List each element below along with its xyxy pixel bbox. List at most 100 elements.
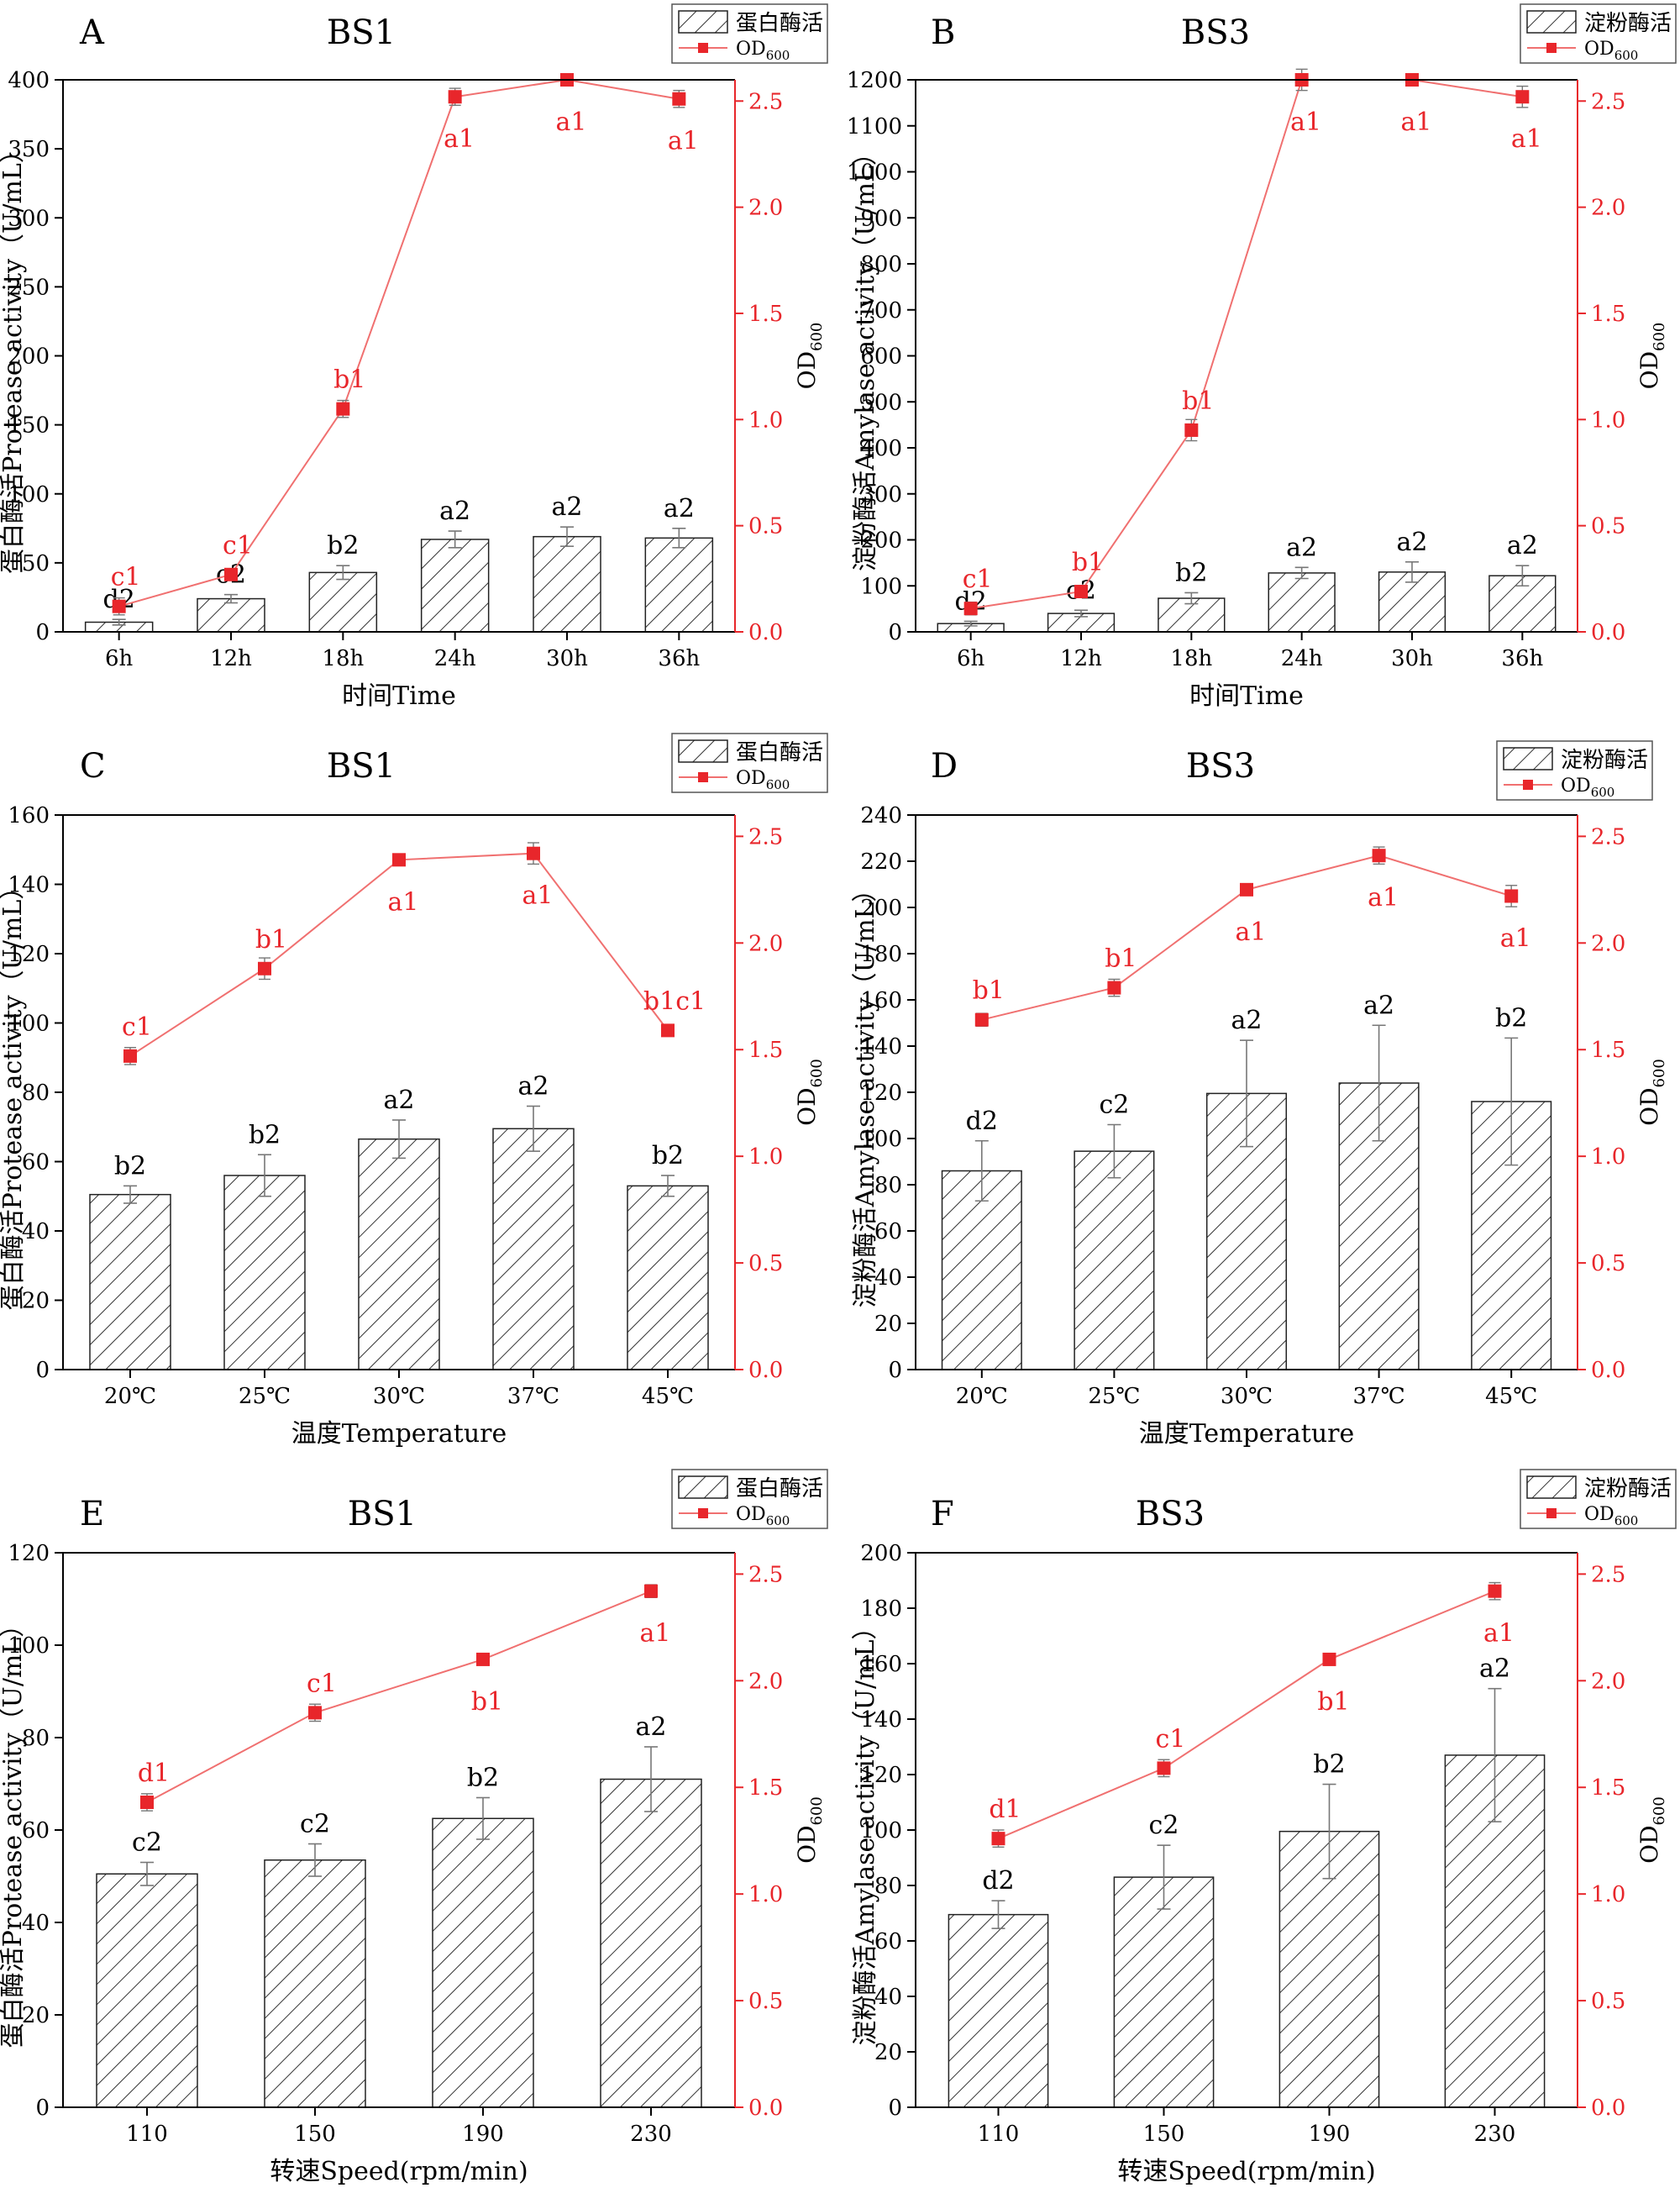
bar-error-bar bbox=[974, 1139, 989, 1202]
bar-error-bar bbox=[224, 593, 238, 604]
y-tick-label: 1200 bbox=[847, 68, 902, 93]
legend-line-label-main: OD bbox=[736, 39, 766, 60]
od600-point bbox=[1184, 423, 1199, 437]
legend-line-label: OD600 bbox=[1584, 1504, 1638, 1528]
y-tick-label: 80 bbox=[874, 1173, 902, 1198]
line-significance-label: d1 bbox=[138, 1759, 170, 1788]
y2-tick-label: 2.5 bbox=[1591, 89, 1625, 114]
panel-title: BS1 bbox=[348, 1495, 417, 1533]
bar bbox=[420, 539, 490, 633]
od600-point bbox=[1372, 849, 1386, 863]
y2-tick-label: 1.0 bbox=[748, 408, 783, 433]
bar-error-bar bbox=[1322, 1783, 1336, 1880]
y2-tick-label: 0.5 bbox=[748, 1251, 783, 1276]
line-significance-label: a1 bbox=[444, 124, 475, 154]
bar-significance-label: d2 bbox=[966, 1107, 998, 1136]
y-tick-label: 100 bbox=[860, 1127, 902, 1152]
legend: 蛋白酶活 OD600 bbox=[671, 733, 828, 793]
line-significance-label: d1 bbox=[989, 1795, 1021, 1824]
y2-axis-title: OD600 bbox=[793, 1059, 826, 1126]
bar bbox=[358, 1138, 440, 1370]
y-tick-label: 400 bbox=[8, 68, 50, 93]
bar bbox=[941, 1170, 1022, 1370]
y2-tick-label: 2.0 bbox=[748, 931, 783, 956]
y2-tick-label: 2.5 bbox=[748, 1562, 783, 1587]
y-tick-label: 120 bbox=[8, 942, 50, 967]
legend-bar-swatch bbox=[678, 739, 728, 763]
line-significance-label: a1 bbox=[388, 887, 419, 917]
legend-bar-swatch bbox=[678, 1475, 728, 1499]
od600-series-line bbox=[146, 1590, 652, 1803]
od600-series-line bbox=[970, 79, 1523, 610]
bar-significance-label: a2 bbox=[518, 1072, 549, 1102]
x-tick-label: 150 bbox=[294, 2122, 336, 2147]
y2-tick-label: 1.5 bbox=[1591, 302, 1625, 327]
y2-tick-label: 1.5 bbox=[1591, 1775, 1625, 1801]
x-tick-label: 30h bbox=[546, 646, 588, 671]
y2-axis-title-sub: 600 bbox=[1651, 1059, 1668, 1087]
y-tick-label: 200 bbox=[860, 896, 902, 921]
y2-axis-title-sub: 600 bbox=[1651, 1796, 1668, 1825]
y2-tick-label: 2.5 bbox=[748, 89, 783, 114]
bar-error-bar bbox=[123, 1185, 137, 1204]
od600-point bbox=[1504, 889, 1519, 903]
legend-line-label-main: OD bbox=[1561, 776, 1591, 797]
legend-bar-label: 淀粉酶活 bbox=[1561, 748, 1648, 773]
panel-label: D bbox=[931, 747, 958, 786]
bar bbox=[197, 597, 265, 633]
bar-significance-label: a2 bbox=[1507, 531, 1538, 560]
y2-tick-label: 2.0 bbox=[748, 196, 783, 221]
x-tick-label: 30℃ bbox=[373, 1384, 425, 1409]
od600-point bbox=[123, 1049, 137, 1063]
line-significance-label: b1 bbox=[255, 925, 287, 955]
bar-significance-label: a2 bbox=[664, 494, 695, 523]
line-significance-label: a1 bbox=[1368, 883, 1399, 912]
od600-point bbox=[1240, 882, 1253, 897]
bar-significance-label: b2 bbox=[1313, 1750, 1345, 1780]
y-tick-label: 220 bbox=[860, 849, 902, 875]
legend-line-label-sub: 600 bbox=[1591, 785, 1615, 800]
legend-point-swatch bbox=[698, 1508, 708, 1518]
y2-tick-label: 2.0 bbox=[1591, 196, 1625, 221]
x-tick-label: 190 bbox=[462, 2122, 504, 2147]
bar-error-bar bbox=[308, 1843, 322, 1877]
od600-point bbox=[1107, 981, 1121, 995]
y-tick-label: 80 bbox=[874, 1874, 902, 1899]
line-significance-label: a1 bbox=[1290, 108, 1321, 137]
y2-tick-label: 2.5 bbox=[1591, 824, 1625, 849]
y-tick-label: 160 bbox=[8, 803, 50, 828]
line-significance-label: a1 bbox=[668, 127, 699, 156]
bar-error-bar bbox=[336, 565, 350, 581]
y-tick-label: 500 bbox=[860, 390, 902, 415]
x-tick-label: 20℃ bbox=[104, 1384, 156, 1409]
y-tick-label: 180 bbox=[860, 942, 902, 967]
y2-axis-title-main: OD bbox=[793, 1087, 821, 1125]
bar-error-bar bbox=[258, 1154, 271, 1197]
y-tick-label: 0 bbox=[888, 620, 902, 645]
y2-axis-title: OD600 bbox=[793, 1796, 826, 1864]
y2-tick-label: 2.5 bbox=[1591, 1562, 1625, 1587]
y-tick-label: 100 bbox=[8, 1633, 50, 1659]
bar bbox=[644, 537, 714, 633]
x-tick-label: 6h bbox=[957, 646, 985, 671]
bar-significance-label: a2 bbox=[1397, 528, 1428, 557]
bar-error-bar bbox=[560, 526, 574, 547]
panel-title: BS1 bbox=[327, 747, 396, 786]
legend-bar-swatch bbox=[678, 10, 728, 34]
y-tick-label: 40 bbox=[22, 1911, 50, 1936]
bar bbox=[308, 571, 378, 633]
y-tick-label: 300 bbox=[8, 206, 50, 231]
bar-error-bar bbox=[112, 618, 126, 626]
line-significance-label: a1 bbox=[522, 881, 554, 911]
legend-bar-swatch bbox=[1526, 10, 1577, 34]
od600-point bbox=[140, 1796, 154, 1809]
legend-bar-swatch bbox=[1503, 747, 1553, 770]
line-significance-label: b1 bbox=[1072, 548, 1104, 577]
x-tick-label: 12h bbox=[1060, 646, 1102, 671]
x-tick-label: 45℃ bbox=[642, 1384, 694, 1409]
bar-significance-label: c2 bbox=[300, 1810, 330, 1839]
y2-axis-title: OD600 bbox=[793, 323, 826, 390]
od600-point bbox=[258, 961, 271, 976]
y-tick-label: 120 bbox=[860, 1763, 902, 1788]
y-tick-label: 20 bbox=[22, 2003, 50, 2028]
